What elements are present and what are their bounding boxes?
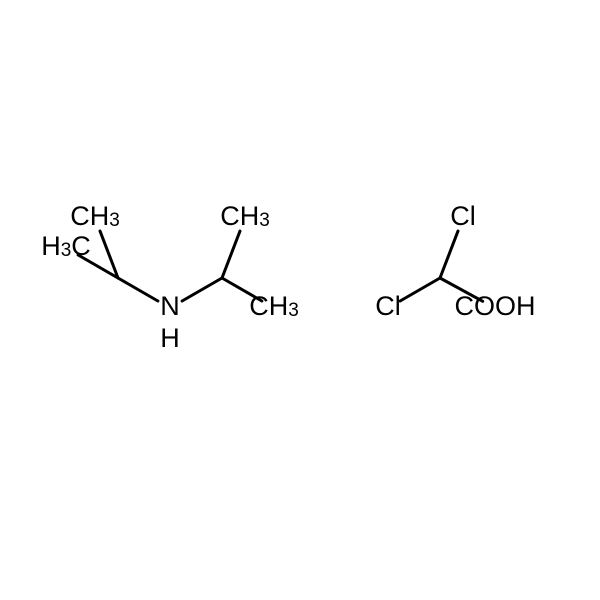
atom-label: CH3 [70, 201, 120, 231]
bond [400, 278, 440, 301]
atom-label: CH3 [220, 201, 270, 231]
bond [182, 278, 222, 301]
bond [118, 278, 158, 301]
atom-label: COOH [455, 291, 536, 321]
atom-label: H3C [41, 231, 91, 261]
bond [222, 231, 240, 278]
atom-label: H [160, 323, 180, 353]
bond [440, 231, 458, 278]
atom-label: Cl [450, 201, 476, 231]
molecule-canvas: H3CCH3NHCH3CH3ClClCOOH [0, 0, 600, 600]
atom-label: Cl [375, 291, 401, 321]
atom-label: CH3 [249, 291, 299, 321]
bond [100, 231, 118, 278]
atom-label: N [160, 291, 180, 321]
